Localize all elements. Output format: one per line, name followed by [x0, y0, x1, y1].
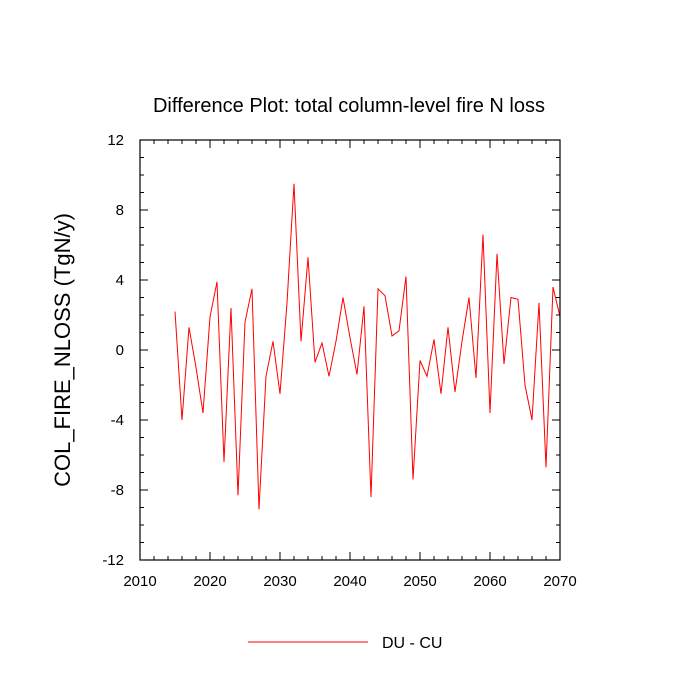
y-tick-label: 0: [116, 342, 124, 359]
x-tick-label: 2020: [193, 573, 226, 590]
axis-tick-labels: 2010 2020 2030 2040 2050 2060 2070 -12 -8 -4 0 4 8 12: [102, 132, 576, 590]
x-tick-label: 2030: [263, 573, 296, 590]
legend-label-du-cu: DU - CU: [382, 635, 442, 652]
y-tick-label: -12: [102, 552, 124, 569]
y-tick-label: 12: [107, 132, 124, 149]
x-tick-label: 2040: [333, 573, 366, 590]
y-tick-label: 8: [116, 202, 124, 219]
x-tick-label: 2050: [403, 573, 436, 590]
y-axis-label: COL_FIRE_NLOSS (TgN/y): [50, 213, 75, 487]
plot-frame: [139, 139, 561, 561]
y-tick-label: -8: [111, 482, 124, 499]
y-tick-label: 4: [116, 272, 124, 289]
chart-title: Difference Plot: total column-level fire…: [153, 95, 545, 117]
x-tick-label: 2060: [473, 573, 506, 590]
legend: DU - CU: [248, 635, 442, 652]
axis-ticks: [139, 139, 561, 561]
x-tick-label: 2010: [123, 573, 156, 590]
x-tick-label: 2070: [543, 573, 576, 590]
series-line-du-cu: [174, 183, 561, 510]
y-tick-label: -4: [111, 412, 124, 429]
